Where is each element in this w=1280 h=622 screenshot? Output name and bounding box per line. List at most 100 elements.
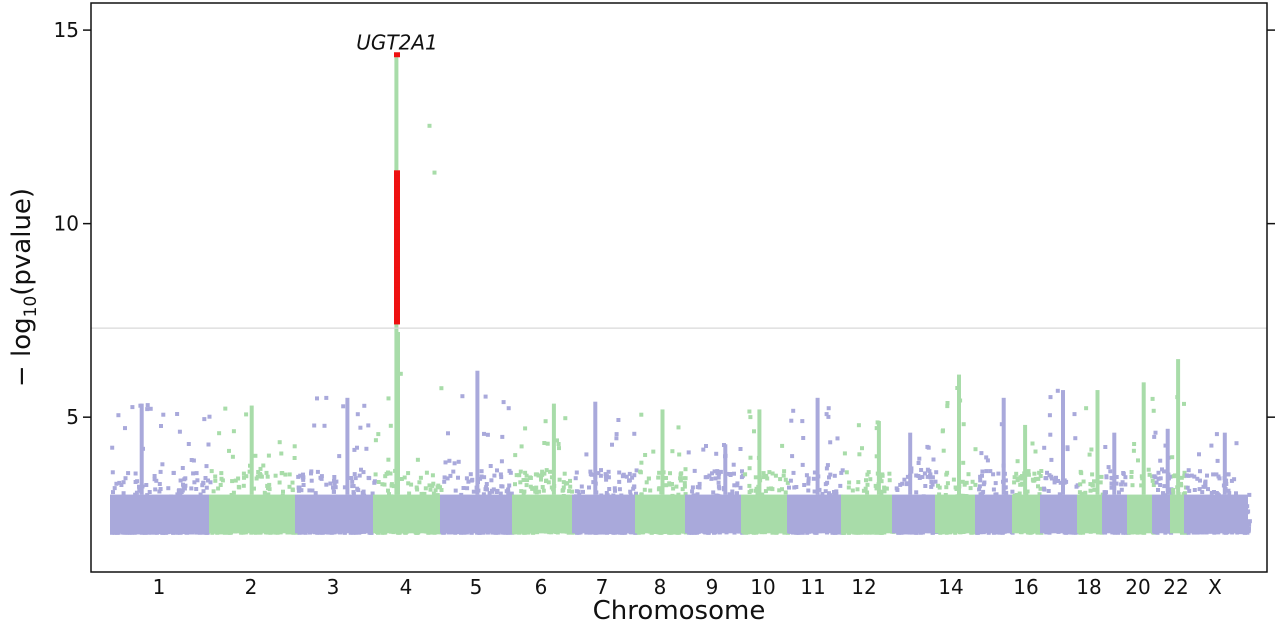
snp-point-chr12 <box>873 483 878 488</box>
snp-point-chr1 <box>110 445 115 450</box>
snp-point-chr6 <box>524 483 529 488</box>
points-layer <box>110 57 1252 535</box>
snp-point-chr15 <box>979 451 984 456</box>
snp-point-chr4 <box>386 470 390 475</box>
snp-point-chr5 <box>500 434 505 439</box>
snp-point-chr3 <box>298 473 303 478</box>
snp-point-chr12 <box>860 446 864 451</box>
snp-point-chr2 <box>230 454 235 459</box>
snp-point-chr7 <box>598 473 603 478</box>
snp-peak-chr4-sub <box>395 332 400 495</box>
snp-point-chr4 <box>376 480 381 484</box>
snp-point-chr6 <box>540 469 545 474</box>
x-tick-label: X <box>1208 575 1222 599</box>
snp-point-chr10 <box>761 475 766 480</box>
snp-point-chr4 <box>439 386 444 391</box>
snp-point-chr1 <box>158 487 163 491</box>
snp-point-chrX <box>1212 490 1216 494</box>
snp-point-chr15 <box>1010 489 1015 494</box>
snp-point-chr3 <box>312 423 317 428</box>
snp-point-chr13 <box>917 456 922 461</box>
snp-point-chr8 <box>664 483 669 488</box>
snp-band-chr4 <box>373 494 440 534</box>
snp-point-chr7 <box>617 487 622 492</box>
snp-band-chr18 <box>1077 494 1102 534</box>
snp-point-chr1 <box>119 483 124 487</box>
snp-point-chr11 <box>820 492 825 496</box>
snp-point-chr11 <box>789 418 794 423</box>
snp-point-chr18 <box>1090 483 1095 488</box>
snp-point-chr3 <box>301 483 306 487</box>
snp-point-chr19 <box>1119 482 1124 487</box>
snp-point-chr11 <box>788 478 793 483</box>
snp-point-chr7 <box>610 442 614 447</box>
snp-point-chr9 <box>710 471 714 476</box>
snp-point-chr5 <box>484 482 489 486</box>
snp-point-chr1 <box>194 471 199 476</box>
snp-point-chr1 <box>110 470 115 475</box>
snp-point-chr7 <box>603 472 608 477</box>
snp-point-chr6 <box>518 469 523 474</box>
snp-point-chr21 <box>1162 484 1167 489</box>
snp-point-chr13 <box>933 479 938 484</box>
snp-point-chr21 <box>1153 430 1158 435</box>
snp-point-chr12 <box>868 477 873 482</box>
snp-point-chr22 <box>1173 473 1178 478</box>
snp-point-chr15 <box>988 469 993 474</box>
snp-point-chr4 <box>386 457 391 462</box>
significant-cluster <box>394 171 400 325</box>
snp-point-chr5 <box>465 486 470 491</box>
snp-point-chr10 <box>753 488 758 493</box>
snp-point-chr12 <box>887 478 892 483</box>
snp-point-chr3 <box>370 491 375 496</box>
snp-point-chr8 <box>656 487 661 492</box>
snp-point-chr11 <box>806 476 811 481</box>
snp-point-chr11 <box>791 408 796 413</box>
snp-point-chr5 <box>498 472 503 477</box>
snp-point-chr15 <box>980 469 985 474</box>
snp-point-chr16 <box>1037 492 1042 497</box>
snp-point-chr5 <box>445 476 450 481</box>
y-tick-label: 10 <box>54 212 79 236</box>
snp-point-chr3 <box>353 476 358 481</box>
snp-band-chr19 <box>1102 494 1127 534</box>
significant-points-layer <box>394 52 400 325</box>
snp-point-chr13 <box>919 468 924 472</box>
snp-point-chrX <box>1229 478 1234 483</box>
snp-point-chr1 <box>147 490 152 494</box>
snp-point-chr8 <box>677 452 682 457</box>
snp-point-chr17 <box>1042 487 1047 492</box>
snp-point-chr3 <box>341 404 346 409</box>
snp-point-chr3 <box>313 491 318 496</box>
snp-point-chr11 <box>824 466 829 471</box>
snp-point-chr3 <box>351 484 356 488</box>
snp-point-chr8 <box>639 412 644 417</box>
snp-point-chr2 <box>262 490 267 495</box>
snp-point-chr4 <box>373 472 378 477</box>
snp-point-chr5 <box>448 473 453 478</box>
snp-point-chr11 <box>835 436 840 441</box>
snp-point-chr11 <box>824 412 829 417</box>
snp-point-chr20 <box>1131 448 1136 453</box>
snp-point-chr5 <box>482 431 486 436</box>
snp-point-chr15 <box>984 455 989 460</box>
x-tick-label: 22 <box>1163 575 1188 599</box>
snp-point-chr19 <box>1109 485 1114 490</box>
snp-point-chr1 <box>145 403 150 408</box>
snp-point-chr12 <box>866 470 871 475</box>
snp-point-chr15 <box>977 484 982 489</box>
snp-point-chr2 <box>237 485 242 490</box>
snp-point-chr6 <box>525 478 530 483</box>
snp-point-chrX <box>1206 487 1210 492</box>
snp-point-chr2 <box>218 483 223 487</box>
snp-point-chr12 <box>863 486 868 491</box>
snp-point-chr15 <box>984 469 989 474</box>
snp-point-chr17 <box>1045 470 1049 475</box>
significant-point <box>394 197 400 203</box>
snp-peak-chr19 <box>1112 432 1117 495</box>
snp-point-chrX <box>1234 491 1238 496</box>
snp-point-chr2 <box>253 453 258 458</box>
snp-point-chr8 <box>644 480 649 485</box>
snp-point-chr15 <box>1003 478 1008 483</box>
snp-point-chr18 <box>1081 479 1086 484</box>
